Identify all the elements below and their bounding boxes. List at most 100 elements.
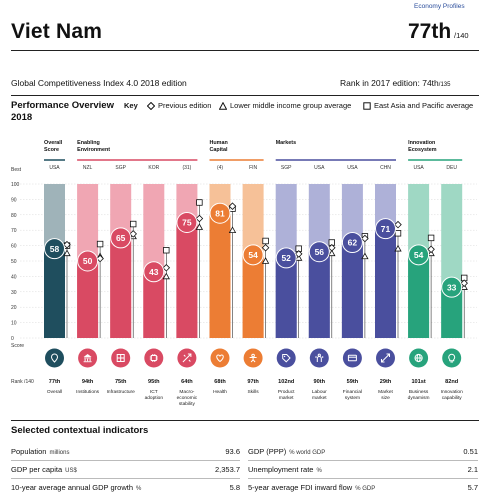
y-tick-label: 20 (11, 305, 17, 311)
previous-edition-marker (63, 240, 71, 249)
pin-icon (50, 353, 59, 363)
indicator-population: Population millions 93.6 (11, 444, 240, 459)
data-label: 81 (215, 208, 225, 218)
group-label: Capital (210, 147, 228, 153)
pillar-icon-circle (276, 348, 296, 368)
income-group-average-marker (228, 226, 237, 233)
previous-edition-marker (96, 254, 104, 263)
bar (110, 237, 132, 338)
indicator-gdp-ppp: GDP (PPP)% world GDP 0.51 (248, 444, 478, 459)
group-label: Innovation (408, 140, 435, 146)
best-performer-label: DEU (446, 165, 457, 171)
tag-icon (282, 354, 291, 363)
previous-rank: Rank in 2017 edition: 74th/135 (340, 78, 450, 88)
legend-previous-edition: Previous edition (147, 101, 211, 110)
rank-label: 97th (247, 379, 259, 385)
globe-icon (414, 353, 423, 363)
indicator-unit: % GDP (355, 486, 376, 492)
data-label: 62 (348, 238, 358, 248)
pillar-name: adoption (145, 395, 164, 401)
bar (44, 248, 65, 338)
pillar-name: size (381, 395, 390, 401)
pillar-name: Financial (343, 389, 362, 395)
region-average-marker (427, 234, 435, 242)
indicator-label: GDP per capita (11, 465, 63, 474)
bar (308, 251, 330, 338)
income-group-average-marker (361, 252, 369, 260)
indicator-unit: % (316, 468, 322, 474)
income-group-average-marker (261, 257, 270, 264)
bar (77, 261, 99, 338)
pillar-icon-circle (45, 348, 64, 368)
value-bubble (408, 244, 430, 266)
rank-label: 82nd (445, 379, 459, 385)
rank-label: 101st (411, 379, 425, 385)
best-performer-label: USA (49, 165, 60, 171)
region-average-marker (394, 230, 402, 237)
indicators-divider (11, 420, 479, 421)
y-tick-label: 40 (11, 274, 17, 280)
rank-label: 102nd (278, 379, 295, 385)
overview-year: 2018 (11, 112, 33, 123)
pillar-icon-circle (210, 348, 230, 368)
indicator-value: 2,353.7 (214, 465, 240, 474)
pillar-name: Health (213, 389, 227, 395)
value-bubble (176, 212, 198, 233)
pillar-name: Innovation (441, 389, 463, 395)
best-performer-label: USA (347, 165, 358, 171)
row-divider (248, 478, 478, 479)
card-icon (347, 354, 357, 362)
region-average-marker (262, 237, 269, 245)
pillar-name: Institutions (76, 389, 100, 395)
heart-icon (216, 354, 224, 363)
expand-icon (381, 353, 390, 363)
rank-label: 77th (49, 379, 61, 385)
gci-edition: Global Competitiveness Index 4.0 2018 ed… (11, 78, 187, 88)
best-performer-label: USA (314, 165, 325, 171)
pillar-icon-circle (342, 348, 362, 368)
group-label: Enabling (77, 140, 100, 146)
value-bubble (209, 202, 231, 224)
bar (176, 222, 198, 338)
economy-profiles-link[interactable]: Economy Profiles (414, 3, 465, 10)
group-label: Human (210, 140, 228, 146)
best-performer-label: (4) (217, 165, 223, 171)
previous-rank-of: /135 (438, 82, 451, 88)
previous-edition-marker (195, 214, 204, 223)
value-bubble (341, 232, 363, 254)
y-tick-label: 70 (11, 228, 17, 234)
people-icon (315, 353, 324, 362)
indicators-title: Selected contextual indicators (11, 425, 149, 436)
group-label: Environment (77, 147, 110, 153)
group-label: Score (44, 147, 59, 153)
indicator-unit: % world GDP (289, 450, 326, 456)
indicator-gdp-growth: 10-year average annual GDP growth% 5.8 (11, 480, 240, 495)
row-divider (248, 460, 478, 461)
rank-label: 90th (314, 379, 326, 385)
y-tick-label: 80 (11, 213, 17, 219)
previous-edition-marker (129, 230, 137, 238)
indicator-label: Population (11, 447, 47, 456)
pillar-name: economic (177, 395, 198, 401)
rank-label: 68th (214, 379, 226, 385)
group-label: Markets (276, 140, 296, 146)
pillar-name: Labour (312, 389, 327, 395)
pillar-icon-circle (144, 348, 164, 368)
indicator-value: 93.6 (225, 447, 240, 456)
previous-edition-marker (361, 234, 369, 243)
indicator-value: 5.7 (467, 483, 478, 492)
rank-label: 64th (181, 379, 193, 385)
previous-edition-marker (394, 220, 402, 229)
overview-divider (11, 95, 479, 96)
previous-edition-marker (427, 245, 435, 254)
indicator-gdp-per-capita: GDP per capita US$ 2,353.7 (11, 462, 240, 477)
data-label: 54 (414, 250, 424, 260)
income-group-average-marker (63, 249, 71, 257)
previous-edition-marker (460, 279, 468, 287)
previous-edition-marker (328, 243, 336, 252)
previous-edition-marker (162, 264, 171, 272)
region-average-marker (129, 220, 137, 228)
data-label: 50 (83, 256, 93, 266)
income-group-average-marker (195, 223, 204, 230)
bar (209, 213, 231, 338)
